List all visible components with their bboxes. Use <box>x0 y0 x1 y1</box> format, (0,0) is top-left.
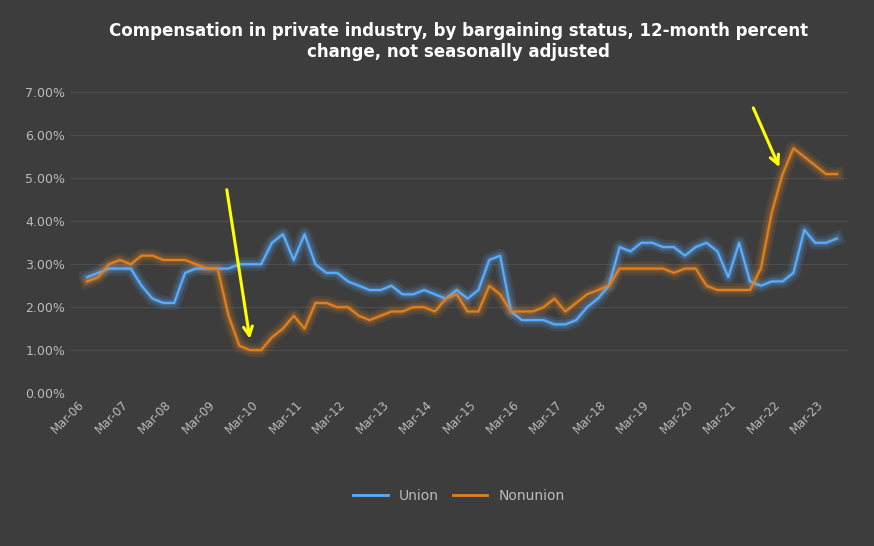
Title: Compensation in private industry, by bargaining status, 12-month percent
change,: Compensation in private industry, by bar… <box>109 22 808 61</box>
Legend: Union, Nonunion: Union, Nonunion <box>347 483 571 508</box>
